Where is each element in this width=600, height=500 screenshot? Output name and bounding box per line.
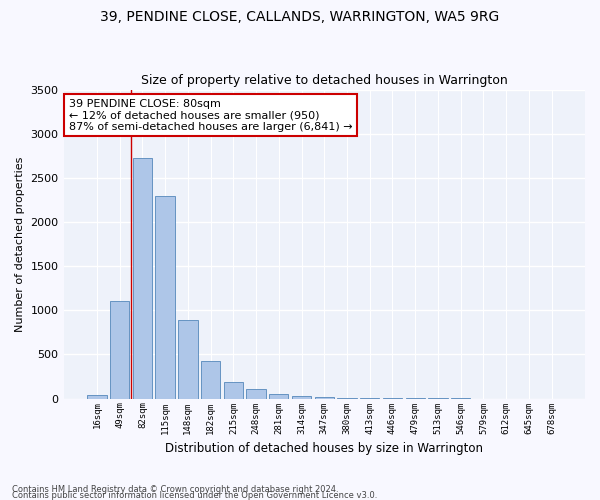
Bar	[224, 382, 243, 398]
Y-axis label: Number of detached properties: Number of detached properties	[15, 156, 25, 332]
Bar	[292, 396, 311, 398]
Bar	[178, 320, 197, 398]
Text: Contains public sector information licensed under the Open Government Licence v3: Contains public sector information licen…	[12, 490, 377, 500]
X-axis label: Distribution of detached houses by size in Warrington: Distribution of detached houses by size …	[165, 442, 483, 455]
Bar	[155, 196, 175, 398]
Bar	[201, 360, 220, 399]
Text: 39 PENDINE CLOSE: 80sqm
← 12% of detached houses are smaller (950)
87% of semi-d: 39 PENDINE CLOSE: 80sqm ← 12% of detache…	[69, 99, 352, 132]
Bar	[269, 394, 289, 398]
Bar	[87, 395, 107, 398]
Title: Size of property relative to detached houses in Warrington: Size of property relative to detached ho…	[141, 74, 508, 87]
Bar	[133, 158, 152, 398]
Bar	[110, 302, 130, 398]
Bar	[314, 397, 334, 398]
Text: 39, PENDINE CLOSE, CALLANDS, WARRINGTON, WA5 9RG: 39, PENDINE CLOSE, CALLANDS, WARRINGTON,…	[100, 10, 500, 24]
Text: Contains HM Land Registry data © Crown copyright and database right 2024.: Contains HM Land Registry data © Crown c…	[12, 484, 338, 494]
Bar	[247, 390, 266, 398]
